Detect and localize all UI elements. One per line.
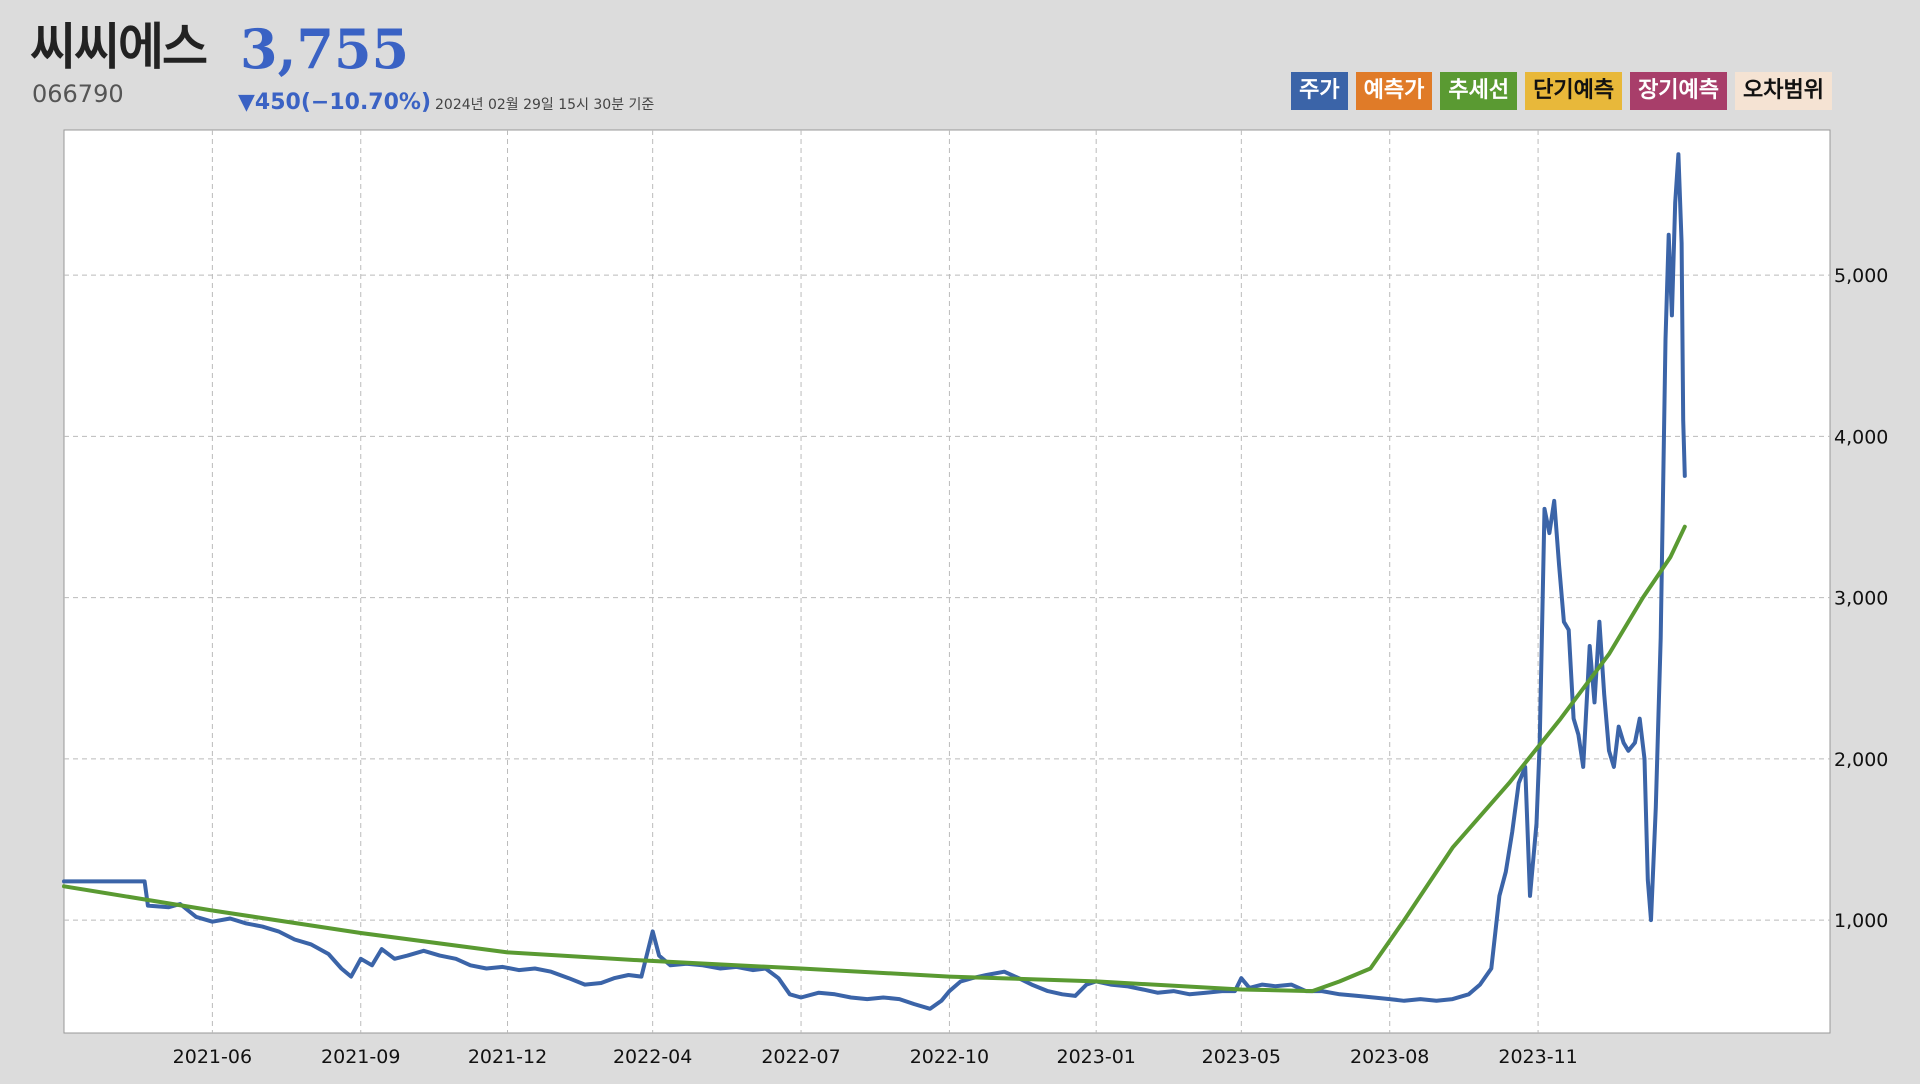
legend-trend[interactable]: 추세선 <box>1440 72 1518 110</box>
legend-long-term[interactable]: 장기예측 <box>1630 72 1728 110</box>
stock-code: 066790 <box>32 80 124 108</box>
x-tick-label: 2022-10 <box>910 1046 989 1068</box>
stock-price: 3,755 <box>240 17 410 81</box>
x-tick-label: 2023-01 <box>1056 1046 1135 1068</box>
y-tick-label: 5,000 <box>1834 265 1888 287</box>
plot-area <box>63 129 1831 1034</box>
chart-legend: 주가 예측가 추세선 단기예측 장기예측 오차범위 <box>1291 72 1832 110</box>
stock-name: 씨씨에스 <box>30 18 208 76</box>
x-tick-label: 2022-07 <box>761 1046 840 1068</box>
x-tick-label: 2023-05 <box>1202 1046 1281 1068</box>
x-tick-label: 2023-11 <box>1498 1046 1577 1068</box>
y-tick-label: 1,000 <box>1834 910 1888 932</box>
as-of-timestamp: 2024년 02월 29일 15시 30분 기준 <box>435 97 655 113</box>
legend-forecast[interactable]: 예측가 <box>1355 72 1433 110</box>
y-tick-label: 4,000 <box>1834 426 1888 448</box>
price-change: ▼450(−10.70%) <box>238 90 432 115</box>
x-tick-label: 2022-04 <box>613 1046 692 1068</box>
x-tick-label: 2021-12 <box>468 1046 547 1068</box>
x-tick-label: 2021-06 <box>173 1046 252 1068</box>
trend-series-line <box>62 524 1687 994</box>
legend-error-range[interactable]: 오차범위 <box>1735 72 1832 110</box>
x-tick-label: 2023-08 <box>1350 1046 1429 1068</box>
legend-short-term[interactable]: 단기예측 <box>1525 72 1623 110</box>
x-tick-label: 2021-09 <box>321 1046 400 1068</box>
y-tick-label: 3,000 <box>1834 588 1888 610</box>
legend-price[interactable]: 주가 <box>1291 72 1348 110</box>
y-tick-label: 2,000 <box>1834 749 1888 771</box>
